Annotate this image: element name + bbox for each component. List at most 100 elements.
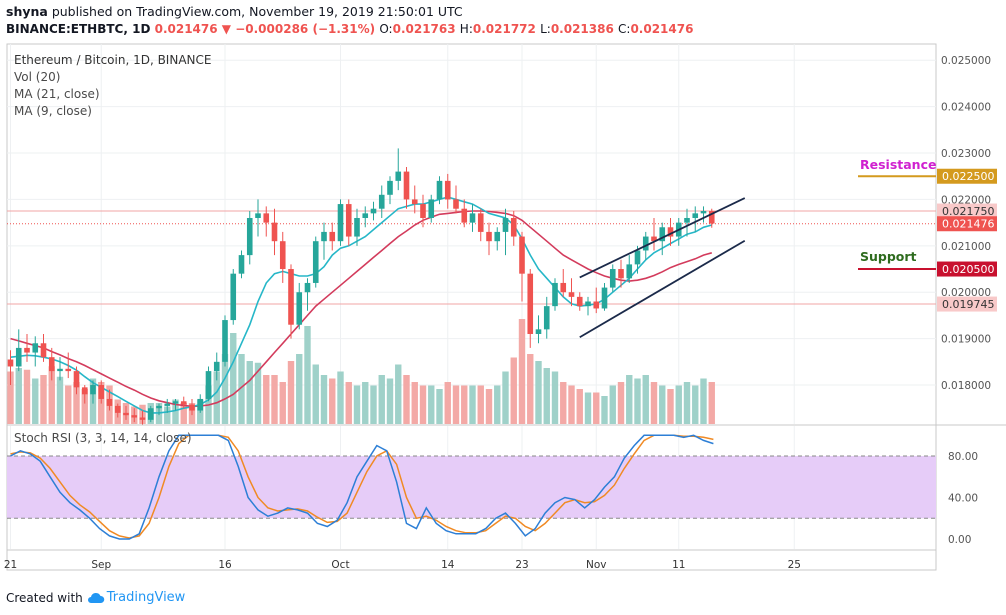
volume-bar (279, 382, 286, 424)
candle-body (189, 404, 195, 411)
candle-body (618, 269, 624, 279)
tradingview-cloud-icon (87, 592, 105, 603)
volume-bar (329, 378, 336, 424)
volume-bar (271, 375, 278, 424)
price-tick-label: 0.024000 (941, 102, 991, 114)
legend-ma9[interactable]: MA (9, close) (14, 104, 92, 118)
candle-body (428, 199, 435, 218)
candle-body (461, 208, 468, 223)
candle-body (15, 347, 22, 367)
volume-bar (419, 385, 427, 424)
candle-body (609, 269, 616, 288)
volume-bar (461, 385, 468, 424)
price-tick-label: 0.021000 (941, 241, 991, 253)
volume-bar (23, 369, 31, 424)
channel-trendline (579, 197, 746, 279)
publisher-name[interactable]: shyna (6, 4, 48, 19)
volume-bar (353, 385, 361, 424)
volume-bar (320, 375, 328, 424)
candle-body (519, 236, 525, 274)
time-tick-label: Sep (91, 559, 111, 571)
volume-bar (708, 382, 715, 424)
candle-body (81, 387, 88, 395)
candle-body (684, 217, 690, 223)
time-tick-label: 14 (441, 559, 455, 571)
candle-body (296, 292, 303, 325)
candle-body (420, 204, 426, 218)
candle-body (123, 412, 129, 416)
volume-bar (403, 375, 410, 424)
candle-body (197, 398, 204, 411)
close-value: 0.021476 (630, 22, 694, 36)
price-tick-label: 0.025000 (941, 55, 991, 67)
volume-bar (428, 385, 435, 424)
volume-bar (386, 378, 394, 424)
volume-bar (593, 392, 600, 424)
legend-volume[interactable]: Vol (20) (14, 70, 61, 84)
volume-bar (263, 375, 270, 424)
price-tick-label: 0.023000 (941, 148, 991, 160)
chart-title: Ethereum / Bitcoin, 1D, BINANCE (14, 53, 212, 67)
price-tick-label: 0.018000 (941, 380, 991, 392)
volume-bar (502, 371, 509, 424)
footer: Created with TradingView (6, 590, 185, 605)
candle-body (378, 194, 385, 209)
legend-ma21[interactable]: MA (21, close) (14, 87, 100, 101)
candle-body (230, 273, 237, 321)
volume-bar (40, 375, 47, 424)
volume-bar (543, 368, 550, 424)
volume-bar (370, 385, 377, 424)
tradingview-link[interactable]: TradingView (106, 590, 186, 605)
time-tick-label: Oct (331, 559, 349, 571)
candle-body (560, 282, 567, 293)
candle-body (651, 236, 657, 242)
candle-body (24, 347, 30, 353)
volume-bar (246, 361, 253, 424)
price-axis-label-bg (937, 168, 997, 184)
candle-body (593, 301, 600, 309)
candle-body (692, 213, 699, 218)
candle-body (238, 255, 245, 274)
candle-body (139, 417, 146, 420)
legend-stoch-rsi[interactable]: Stoch RSI (3, 3, 14, 14, close) (14, 431, 192, 445)
price-axis-label: 0.020500 (942, 263, 995, 276)
symbol-ohlc-line: BINANCE:ETHBTC, 1D 0.021476 ▼ −0.000286 … (6, 22, 693, 36)
volume-bar (527, 354, 534, 424)
candle-body (444, 180, 451, 200)
volume-bar (15, 368, 22, 424)
volume-bar (469, 385, 476, 424)
volume-bar (296, 354, 303, 424)
volume-bar (304, 326, 311, 424)
open-value: 0.021763 (392, 22, 456, 36)
candle-body (585, 301, 591, 307)
volume-bar (551, 371, 559, 424)
symbol-name[interactable]: BINANCE:ETHBTC, 1D (6, 22, 151, 36)
volume-bar (601, 396, 608, 424)
volume-bar (642, 375, 649, 424)
volume-bar (312, 364, 319, 424)
publish-info: published on TradingView.com, November 1… (51, 4, 463, 19)
volume-bar (683, 382, 691, 424)
volume-bar (568, 385, 575, 424)
candle-body (370, 208, 377, 214)
candle-body (164, 403, 171, 406)
volume-bar (73, 382, 80, 424)
volume-bar (238, 354, 245, 424)
candle-body (172, 401, 179, 404)
candle-body (387, 180, 393, 195)
volume-bar (221, 354, 229, 424)
price-axis-label: 0.021476 (942, 218, 995, 231)
candle-body (436, 180, 443, 200)
volume-bar (650, 382, 658, 424)
candle-body (114, 405, 121, 413)
price-axis-label: 0.019745 (942, 298, 995, 311)
candle-body (106, 398, 113, 406)
low-value: 0.021386 (550, 22, 614, 36)
high-value: 0.021772 (472, 22, 536, 36)
candle-body (98, 385, 105, 399)
candle-body (255, 213, 261, 218)
time-tick-label: Nov (586, 559, 607, 571)
volume-bar (535, 361, 542, 424)
candle-body (312, 241, 319, 283)
